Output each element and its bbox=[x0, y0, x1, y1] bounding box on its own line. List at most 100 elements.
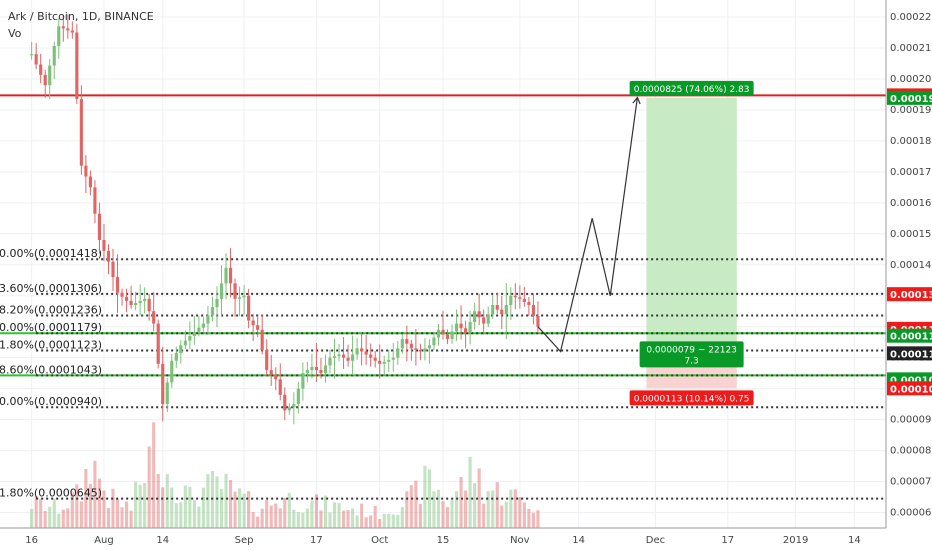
volume-bar bbox=[48, 506, 52, 528]
candle-body bbox=[346, 357, 350, 361]
x-tick-label: 14 bbox=[572, 535, 585, 546]
candle-body bbox=[468, 322, 472, 333]
volume-bar bbox=[482, 503, 486, 528]
volume-bar bbox=[179, 502, 183, 528]
volume-bar bbox=[206, 474, 210, 528]
stop-label: 0.0000113 (10.14%) 0.75 bbox=[634, 394, 750, 404]
candle-body bbox=[278, 379, 282, 395]
fib-label: 38.20%(0.0001236) bbox=[0, 304, 102, 317]
volume-bar bbox=[143, 482, 147, 528]
center-label-1: 0.0000079 ~ 22123 bbox=[646, 345, 737, 355]
volume-bar bbox=[161, 487, 165, 528]
volume-bar bbox=[373, 505, 377, 528]
volume-indicator-label: Vo bbox=[8, 27, 22, 40]
volume-bar bbox=[405, 491, 409, 528]
candle-body bbox=[328, 357, 332, 366]
volume-bar bbox=[409, 485, 413, 528]
volume-bar bbox=[84, 468, 88, 528]
volume-bar bbox=[364, 517, 368, 528]
candle-body bbox=[161, 363, 165, 405]
volume-bar bbox=[120, 507, 124, 528]
candle-body bbox=[30, 54, 34, 56]
volume-bar bbox=[34, 496, 38, 528]
volume-bar bbox=[228, 480, 233, 528]
x-tick-label: 14 bbox=[848, 535, 861, 546]
candle-body bbox=[364, 351, 368, 355]
candle-body bbox=[423, 348, 427, 352]
volume-bar bbox=[57, 513, 61, 528]
fib-label: 78.60%(0.0001043) bbox=[0, 363, 102, 376]
candle-body bbox=[405, 339, 409, 344]
candle-body bbox=[332, 356, 337, 358]
x-tick-label: 16 bbox=[25, 535, 38, 546]
volume-bar bbox=[129, 510, 133, 528]
candle-body bbox=[536, 315, 540, 327]
candle-body bbox=[115, 277, 120, 293]
overlay-labels: 0.0000825 (74.06%) 2.83 0.0000079 ~ 22123… bbox=[629, 80, 754, 406]
price-tag-bg bbox=[887, 287, 932, 302]
candle-body bbox=[491, 305, 495, 315]
x-tick-label: Oct bbox=[371, 535, 388, 546]
volume-bar bbox=[30, 508, 34, 528]
y-tick-label: 0.0001700 bbox=[890, 167, 932, 178]
volume-bar bbox=[274, 503, 278, 528]
y-tick-label: 0.0001600 bbox=[890, 198, 932, 209]
candle-body bbox=[504, 305, 508, 315]
candle-body bbox=[147, 298, 151, 312]
volume-bar bbox=[183, 485, 187, 528]
candle-body bbox=[84, 165, 88, 177]
candle-body bbox=[70, 30, 74, 33]
candle-body bbox=[441, 329, 445, 335]
volume-bar bbox=[468, 456, 472, 528]
candle-body bbox=[111, 261, 115, 278]
candle-body bbox=[427, 345, 432, 349]
candle-body bbox=[531, 305, 535, 316]
volume-bar bbox=[536, 510, 540, 528]
y-tick-label: 0.0000900 bbox=[890, 415, 932, 426]
y-tick-label: 0.0002000 bbox=[890, 74, 932, 85]
volume-bar bbox=[102, 490, 106, 528]
candle-body bbox=[247, 295, 251, 321]
volume-bar bbox=[97, 478, 102, 528]
candle-body bbox=[129, 300, 133, 306]
candle-body bbox=[274, 374, 278, 380]
volume-bar bbox=[287, 492, 291, 528]
fib-label: 23.60%(0.0001306) bbox=[0, 282, 102, 295]
candle-body bbox=[369, 354, 373, 358]
volume-bar bbox=[323, 495, 328, 528]
volume-bar bbox=[328, 512, 332, 528]
volume-bar bbox=[283, 498, 287, 528]
volume-bar bbox=[513, 489, 517, 528]
volume-bar bbox=[486, 491, 490, 528]
candle-body bbox=[156, 323, 160, 364]
y-tick-label: 0.0000800 bbox=[890, 446, 932, 457]
candle-body bbox=[52, 45, 56, 66]
volume-bar bbox=[464, 490, 468, 528]
volume-bar bbox=[170, 487, 174, 528]
volume-bar bbox=[310, 500, 314, 528]
center-label-2: 7.3 bbox=[684, 356, 698, 366]
volume-bar bbox=[251, 511, 255, 528]
center-label-bg bbox=[639, 341, 744, 368]
volume-bar bbox=[522, 502, 526, 528]
volume-bar bbox=[355, 515, 359, 528]
volume-bar bbox=[337, 503, 341, 528]
fib-label: 50.00%(0.0001179) bbox=[0, 321, 102, 334]
x-tick-label: 15 bbox=[437, 535, 450, 546]
x-tick-label: 2019 bbox=[783, 535, 808, 546]
volume-bar bbox=[396, 514, 400, 528]
stop-label-bg bbox=[629, 390, 754, 406]
candle-body bbox=[152, 311, 156, 324]
volume-bar bbox=[360, 503, 364, 528]
candle-body bbox=[197, 327, 201, 332]
candle-body bbox=[215, 298, 219, 308]
candle-body bbox=[310, 366, 314, 371]
candle-body bbox=[43, 74, 47, 86]
candle-body bbox=[360, 348, 364, 352]
candle-body bbox=[527, 301, 531, 306]
candle-body bbox=[355, 348, 359, 355]
volume-bar bbox=[351, 508, 355, 528]
volume-bar bbox=[445, 507, 450, 528]
candle-body bbox=[391, 357, 395, 360]
